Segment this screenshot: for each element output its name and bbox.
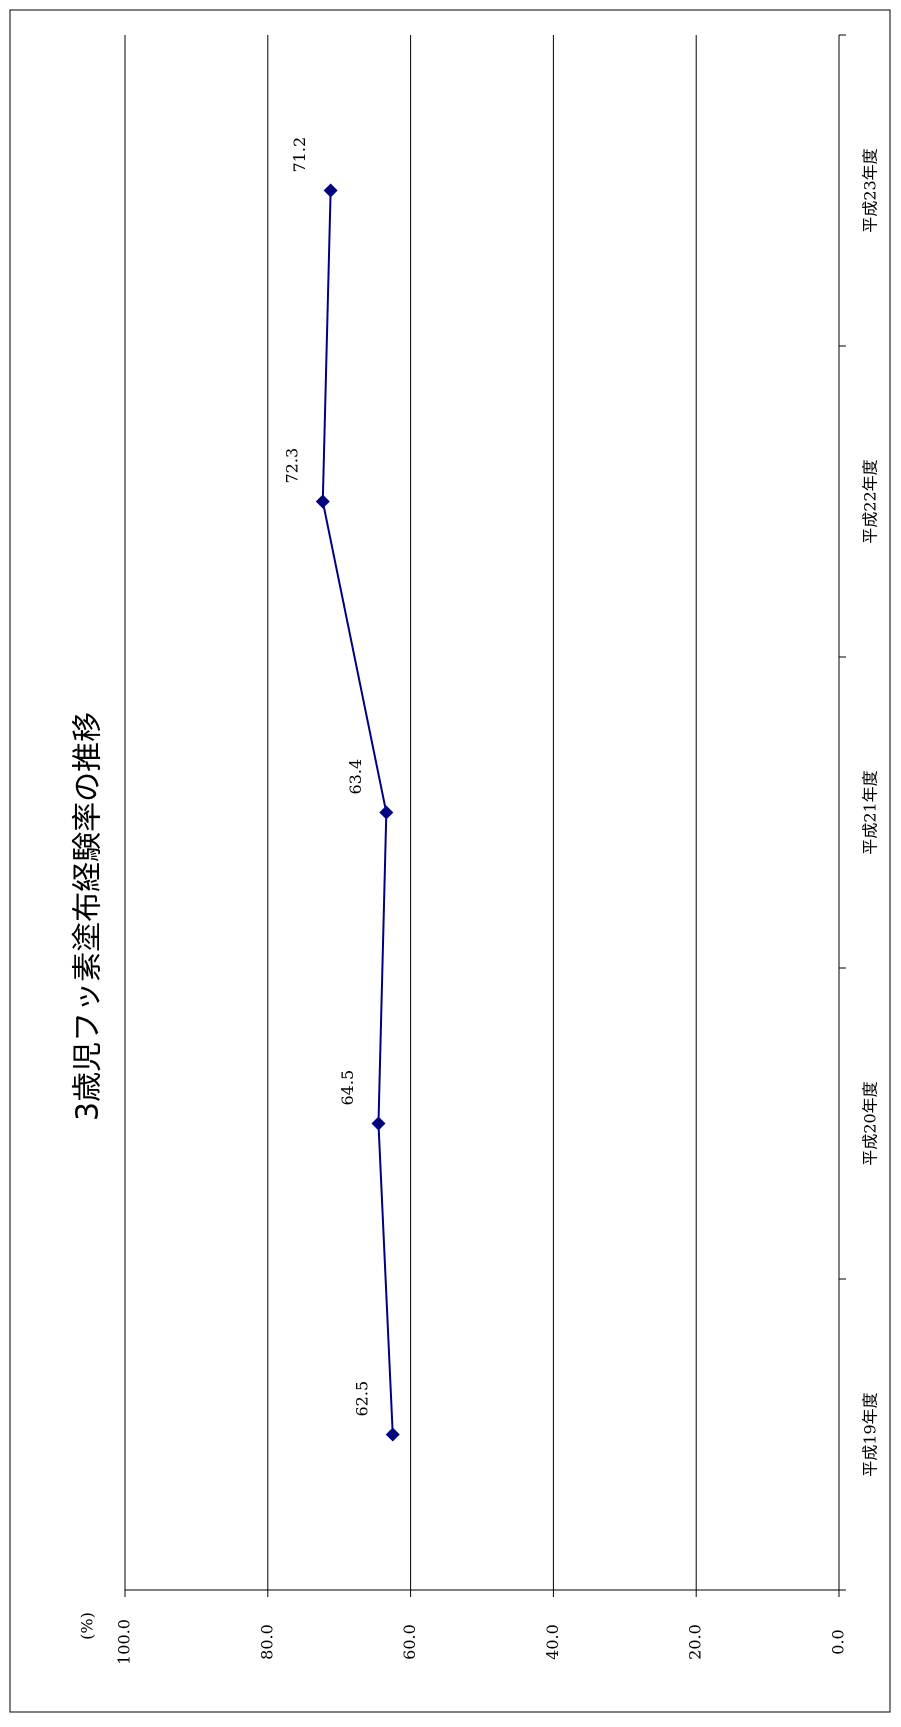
y-axis-unit-label: (%) [78,1612,97,1640]
y-tick-label: 100.0 [115,1619,134,1665]
data-label: 63.4 [346,759,365,795]
axes [124,34,846,1597]
data-label: 64.5 [338,1070,357,1106]
data-label: 71.2 [290,137,309,173]
gridlines [124,35,697,1590]
x-tick-label: 平成20年度 [861,1081,880,1165]
x-tick-label: 平成22年度 [861,459,880,543]
x-tick-label: 平成23年度 [861,148,880,232]
x-tick-label: 平成21年度 [861,770,880,854]
data-point [379,805,394,820]
series-layer [315,183,400,1442]
y-tick-label: 40.0 [543,1624,562,1660]
x-tick-label: 平成19年度 [861,1392,880,1476]
chart-title: 3歳児フッ素塗布経験率の推移 [71,712,106,1121]
y-tick-label: 20.0 [686,1624,705,1660]
data-point [371,1116,386,1131]
chart-border [9,9,891,1713]
labels: 0.0 20.0 40.0 60.0 80.0 100.0 平成19年度平成20年度平成21… [115,137,880,1665]
y-tick-label: 80.0 [257,1624,276,1660]
data-label: 72.3 [282,448,301,484]
y-tick-label: 60.0 [400,1624,419,1660]
data-point [315,494,330,509]
data-label: 62.5 [352,1381,371,1417]
data-point [385,1427,400,1442]
y-tick-label: 0.0 [829,1629,848,1654]
data-point [323,183,338,198]
